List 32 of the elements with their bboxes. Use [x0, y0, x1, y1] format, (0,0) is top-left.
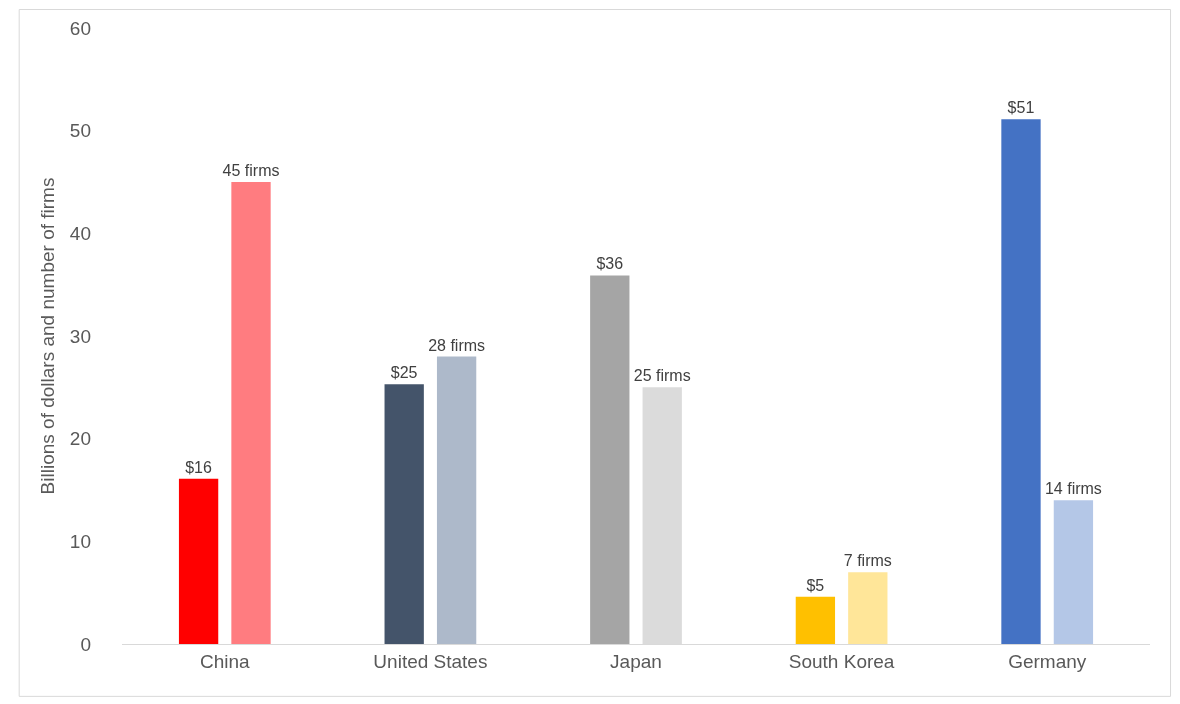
data-label: 14 firms [1044, 480, 1102, 498]
bar [795, 596, 836, 644]
y-tick-label: 60 [69, 17, 91, 39]
x-tick-label: Germany [1008, 650, 1087, 672]
bar [178, 478, 219, 644]
bar [231, 182, 271, 644]
bar [590, 275, 630, 644]
y-tick-label: 30 [69, 325, 91, 347]
x-tick-label: Japan [610, 650, 662, 672]
data-label: $36 [596, 255, 624, 273]
bar [1001, 119, 1041, 644]
y-tick-label: 0 [80, 633, 91, 655]
y-tick-label: 10 [69, 530, 91, 552]
data-label: $51 [1007, 99, 1035, 117]
bar [384, 384, 424, 644]
data-label: 7 firms [843, 552, 892, 570]
y-axis-title: Billions of dollars and number of firms [36, 177, 58, 495]
data-label: $25 [390, 364, 418, 382]
y-tick-label: 20 [69, 428, 91, 450]
x-tick-label: United States [373, 650, 488, 672]
x-tick-label: South Korea [788, 650, 895, 672]
bar [436, 356, 477, 644]
bar [848, 572, 888, 644]
data-label: 25 firms [633, 367, 691, 385]
data-label: 45 firms [222, 162, 280, 179]
data-label: $5 [806, 576, 825, 594]
bar [1053, 500, 1094, 644]
data-label: $16 [185, 458, 212, 476]
y-tick-label: 50 [69, 120, 91, 142]
x-tick-label: China [199, 650, 251, 672]
y-tick-label: 40 [69, 222, 91, 244]
data-label: 28 firms [428, 336, 486, 354]
